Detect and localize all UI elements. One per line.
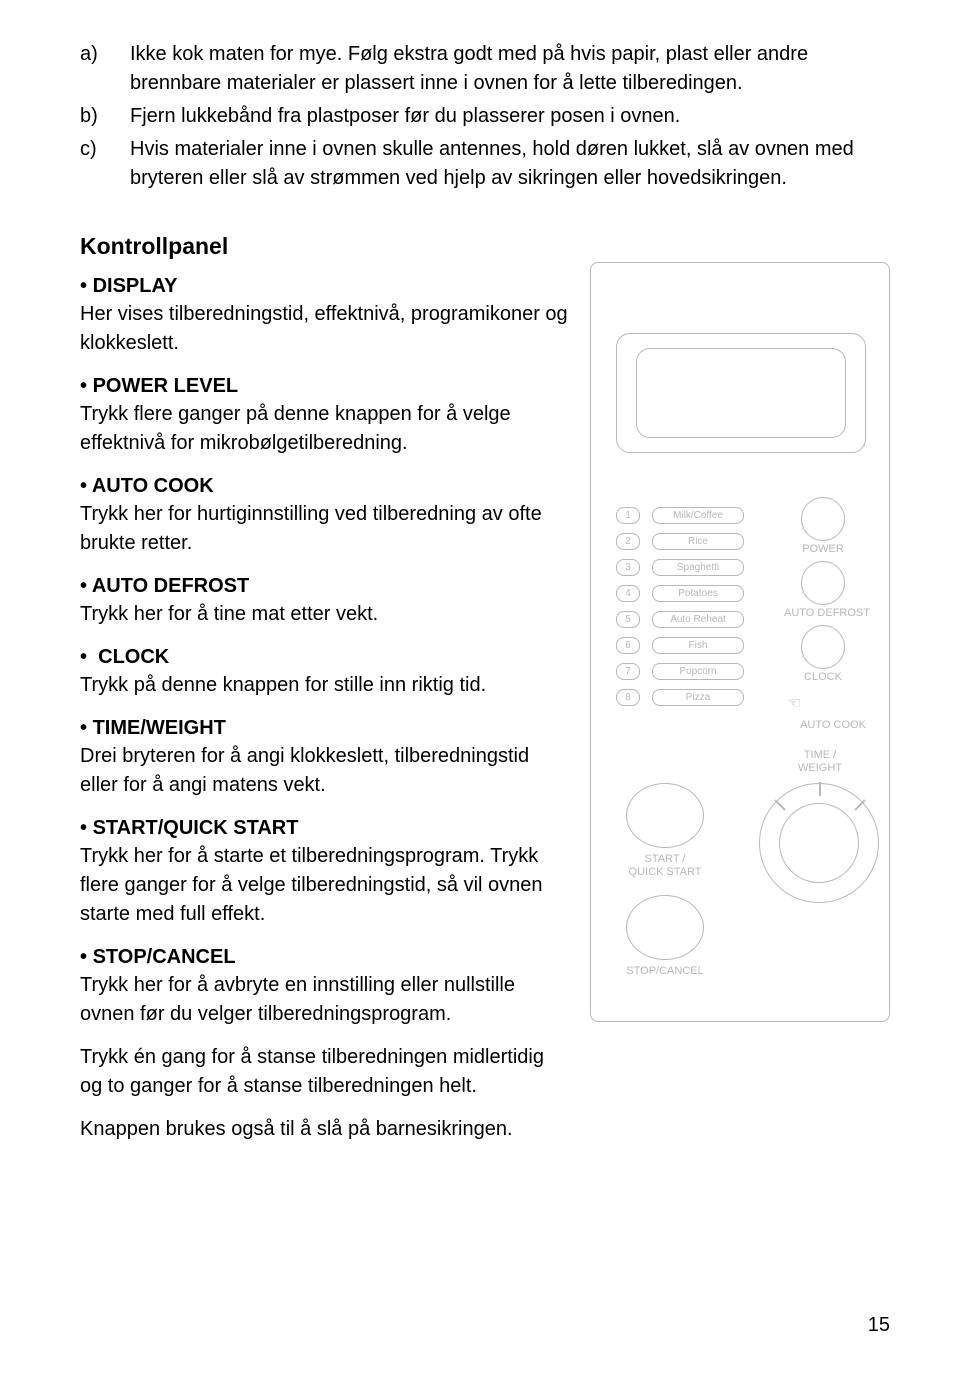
desc-autodefrost: Trykk her for å tine mat etter vekt. — [80, 600, 570, 629]
timeweight-label: TIME / WEIGHT — [785, 749, 855, 775]
page-number: 15 — [868, 1314, 890, 1337]
preset-num: 3 — [616, 559, 640, 576]
preset-list: 1Milk/Coffee 2Rice 3Spaghetti 4Potatoes … — [616, 507, 766, 715]
preset-num: 4 — [616, 585, 640, 602]
marker-b: b) — [80, 102, 98, 131]
text-column: DISPLAY Her vises tilberedningstid, effe… — [80, 272, 570, 1158]
heading-autodefrost: AUTO DEFROST — [80, 572, 570, 600]
block-display: DISPLAY Her vises tilberedningstid, effe… — [80, 272, 570, 358]
list-item-b: b) Fjern lukkebånd fra plastposer før du … — [80, 102, 890, 131]
desc-display: Her vises tilberedningstid, effektnivå, … — [80, 300, 570, 358]
stop-button — [626, 895, 704, 960]
heading-power: POWER LEVEL — [80, 372, 570, 400]
preset-label: Popcorn — [652, 663, 744, 680]
extra-p2: Knappen brukes også til å slå på barnesi… — [80, 1115, 570, 1144]
desc-autocook: Trykk her for hurtiginnstilling ved tilb… — [80, 500, 570, 558]
preset-label: Potatoes — [652, 585, 744, 602]
preset-num: 2 — [616, 533, 640, 550]
preset-label: Rice — [652, 533, 744, 550]
preset-row: 8 Pizza — [616, 689, 766, 706]
list-item-c: c) Hvis materialer inne i ovnen skulle an… — [80, 135, 890, 193]
block-power: POWER LEVEL Trykk flere ganger på denne … — [80, 372, 570, 458]
clock-label: CLOCK — [791, 671, 855, 683]
dial-mark — [854, 799, 865, 810]
text-a: Ikke kok maten for mye. Følg ekstra godt… — [130, 43, 808, 94]
heading-stop: STOP/CANCEL — [80, 943, 570, 971]
preset-label: Pizza — [652, 689, 744, 706]
preset-num: 7 — [616, 663, 640, 680]
preset-num: 5 — [616, 611, 640, 628]
dial-mark — [819, 782, 821, 796]
preset-row: 1 Milk/Coffee — [616, 507, 766, 524]
autodefrost-label: AUTO DEFROST — [777, 607, 877, 619]
preset-row: 6 Fish — [616, 637, 766, 654]
start-button — [626, 783, 704, 848]
stop-label: STOP/CANCEL — [615, 965, 715, 977]
autodefrost-button — [801, 561, 845, 605]
list-item-a: a) Ikke kok maten for mye. Følg ekstra go… — [80, 40, 890, 98]
heading-display: DISPLAY — [80, 272, 570, 300]
dial-inner — [779, 803, 859, 883]
heading-timeweight: TIME/WEIGHT — [80, 714, 570, 742]
preset-label: Fish — [652, 637, 744, 654]
extra-p1: Trykk én gang for å stanse tilberedninge… — [80, 1043, 570, 1101]
dial-outer — [759, 783, 879, 903]
preset-num: 8 — [616, 689, 640, 706]
heading-autocook: AUTO COOK — [80, 472, 570, 500]
preset-row: 5 Auto Reheat — [616, 611, 766, 628]
preset-row: 2 Rice — [616, 533, 766, 550]
marker-c: c) — [80, 135, 97, 164]
hand-icon: ☜ — [787, 693, 801, 713]
preset-row: 7 Popcorn — [616, 663, 766, 680]
heading-clock: CLOCK — [80, 643, 570, 671]
marker-a: a) — [80, 40, 98, 69]
desc-power: Trykk flere ganger på denne knappen for … — [80, 400, 570, 458]
desc-stop: Trykk her for å avbryte en innstilling e… — [80, 971, 570, 1029]
preset-num: 1 — [616, 507, 640, 524]
block-clock: CLOCK Trykk på denne knappen for stille … — [80, 643, 570, 700]
desc-start: Trykk her for å starte et tilberedningsp… — [80, 842, 570, 929]
heading-start: START/QUICK START — [80, 814, 570, 842]
start-label: START / QUICK START — [615, 853, 715, 879]
block-timeweight: TIME/WEIGHT Drei bryteren for å angi klo… — [80, 714, 570, 800]
section-title: Kontrollpanel — [80, 233, 890, 260]
preset-row: 3 Spaghetti — [616, 559, 766, 576]
power-button — [801, 497, 845, 541]
preset-row: 4 Potatoes — [616, 585, 766, 602]
block-stop: STOP/CANCEL Trykk her for å avbryte en i… — [80, 943, 570, 1029]
clock-button — [801, 625, 845, 669]
control-panel-diagram: 1Milk/Coffee 2Rice 3Spaghetti 4Potatoes … — [590, 262, 890, 1022]
text-c: Hvis materialer inne i ovnen skulle ante… — [130, 138, 854, 189]
display-inner — [636, 348, 846, 438]
power-label: POWER — [791, 543, 855, 555]
warning-list: a) Ikke kok maten for mye. Følg ekstra go… — [80, 40, 890, 193]
text-b: Fjern lukkebånd fra plastposer før du pl… — [130, 105, 680, 127]
block-autodefrost: AUTO DEFROST Trykk her for å tine mat et… — [80, 572, 570, 629]
autocook-label: AUTO COOK — [791, 719, 875, 731]
desc-clock: Trykk på denne knappen for stille inn ri… — [80, 671, 570, 700]
preset-label: Milk/Coffee — [652, 507, 744, 524]
display-outer — [616, 333, 866, 453]
preset-label: Auto Reheat — [652, 611, 744, 628]
dial-mark — [774, 799, 785, 810]
block-start: START/QUICK START Trykk her for å starte… — [80, 814, 570, 929]
desc-timeweight: Drei bryteren for å angi klokkeslett, ti… — [80, 742, 570, 800]
preset-label: Spaghetti — [652, 559, 744, 576]
block-autocook: AUTO COOK Trykk her for hurtiginnstillin… — [80, 472, 570, 558]
preset-num: 6 — [616, 637, 640, 654]
